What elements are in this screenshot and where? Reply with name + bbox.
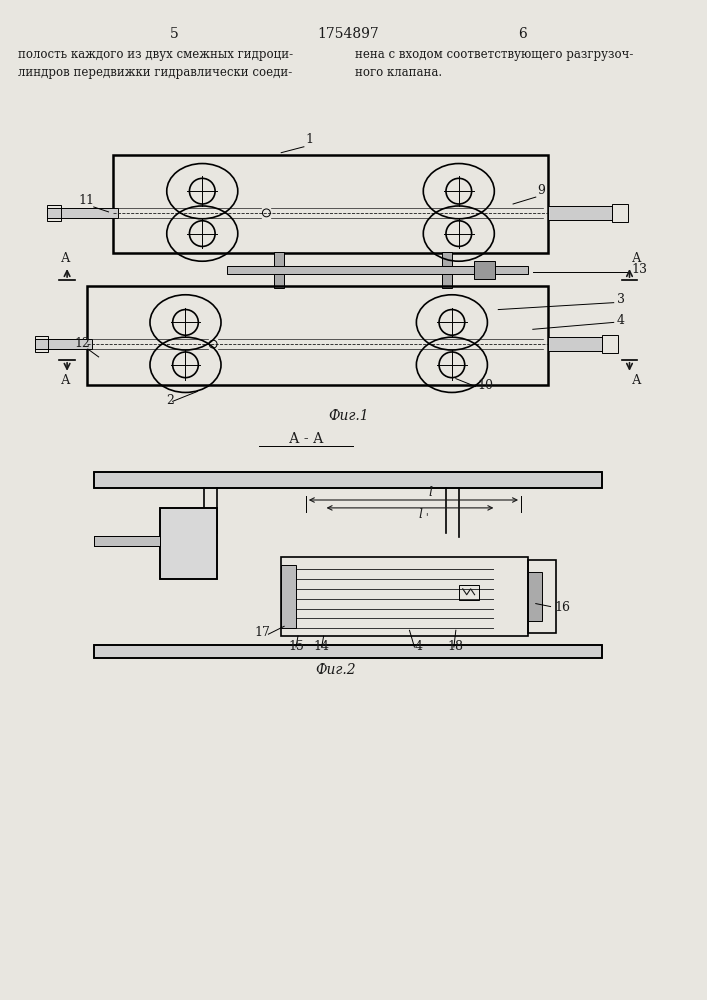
Text: 4: 4 [414,640,422,653]
Text: 10: 10 [477,379,493,392]
Text: l: l [419,508,422,521]
Text: полость каждого из двух смежных гидроци-
линдров передвижки гидравлически соеди-: полость каждого из двух смежных гидроци-… [18,48,293,79]
Bar [612,204,628,222]
Bar [94,536,160,546]
Text: 6: 6 [518,27,527,41]
Bar [274,274,284,288]
Bar [87,286,548,385]
Text: 17: 17 [255,626,271,639]
Bar [528,572,542,621]
Bar [47,208,118,218]
Text: Фиг.1: Фиг.1 [328,409,368,423]
Bar [113,155,548,253]
Bar [274,252,284,266]
Bar [94,472,602,488]
Text: ': ' [425,512,428,522]
Bar [35,336,48,352]
Bar [442,252,452,266]
Text: Фиг.2: Фиг.2 [315,663,356,677]
Bar [94,645,602,658]
Text: А: А [62,252,71,265]
Bar [47,205,62,221]
Text: 12: 12 [74,337,90,350]
Bar [281,565,296,628]
Text: l: l [428,486,432,499]
Text: А: А [631,252,641,265]
Text: 11: 11 [79,194,95,207]
Text: 9: 9 [538,184,546,197]
Bar [281,557,528,636]
Text: 14: 14 [314,640,329,653]
Text: 13: 13 [631,263,648,276]
Bar [528,560,556,633]
Bar [442,274,452,288]
Text: 15: 15 [288,640,304,653]
Bar [35,339,92,349]
Text: нена с входом соответствующего разгрузоч-
ного клапана.: нена с входом соответствующего разгрузоч… [355,48,633,79]
Bar [548,206,612,220]
Bar [94,645,602,658]
Text: 18: 18 [447,640,463,653]
Text: 16: 16 [554,601,571,614]
Text: 1: 1 [306,133,314,146]
Text: 3: 3 [617,293,625,306]
Bar [602,335,618,353]
Text: 4: 4 [617,314,625,327]
Text: А - А: А - А [288,432,323,446]
Text: А: А [631,374,641,387]
Bar [459,585,479,600]
Text: 5: 5 [170,27,179,41]
Bar [474,261,496,279]
Bar [548,337,602,351]
Bar [94,472,602,488]
Text: А: А [62,374,71,387]
Text: 1754897: 1754897 [317,27,379,41]
Bar [94,536,160,546]
Bar [160,508,217,579]
Text: 2: 2 [165,394,174,407]
Bar [227,266,528,274]
Bar [160,508,217,579]
